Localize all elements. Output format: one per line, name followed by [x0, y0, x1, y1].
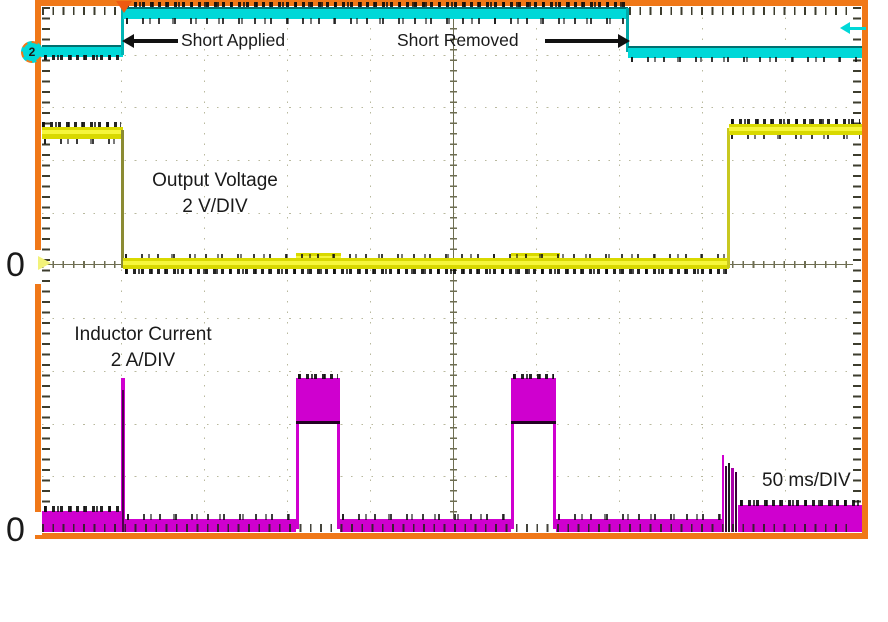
ch2-level-arrow-tail — [848, 27, 866, 30]
il-noise-mid — [342, 514, 509, 520]
vout-trace-high-pre — [42, 127, 123, 139]
il-inrush-spike-core — [122, 390, 124, 532]
output-voltage-label-line1: Output Voltage — [152, 170, 278, 191]
gridline-h3 — [42, 160, 853, 161]
ch2-trace-low-pre — [42, 45, 123, 57]
short-applied-arrowhead-icon — [122, 34, 134, 48]
il-noise-pre — [44, 506, 121, 512]
il-restart-spike-2 — [725, 466, 727, 532]
inductor-current-label: Inductor Current 2 A/DIV — [60, 322, 226, 374]
ch2-falling-edge — [626, 8, 629, 52]
inductor-current-label-line1: Inductor Current — [74, 324, 212, 345]
vout-noise-pre-top — [42, 122, 121, 127]
ch2-rising-edge — [121, 8, 124, 55]
vout-noise-pre-bottom — [44, 139, 121, 144]
voltage-zero-label: 0 — [6, 246, 25, 284]
gridline-h9 — [42, 476, 853, 477]
ch2-trace-low-post — [628, 46, 862, 58]
il-pulse-1-noise — [298, 374, 338, 379]
il-restart-spike-5 — [735, 472, 737, 532]
vout-noise-zero-bottom — [125, 269, 727, 274]
channel-2-pointer-icon — [40, 46, 47, 56]
il-restart-spike-1 — [722, 455, 724, 532]
vout-trace-high-post — [729, 124, 862, 135]
ch2-noise-high-top — [126, 2, 625, 7]
ch2-level-arrow-icon — [840, 22, 850, 34]
short-removed-label: Short Removed — [397, 30, 519, 50]
ch2-noise-pre — [44, 55, 121, 60]
gridline-h8 — [42, 424, 853, 425]
vout-noise-post-top — [731, 119, 860, 124]
ch2-noise-post — [631, 57, 860, 62]
output-voltage-label-line2: 2 V/DIV — [182, 196, 248, 217]
right-edge-ticks — [853, 7, 861, 525]
il-noise-hiccup-1 — [127, 514, 294, 520]
ch2-trace-high — [123, 7, 628, 19]
il-noise-hiccup-2 — [558, 514, 721, 520]
timebase-label: 50 ms/DIV — [762, 470, 851, 491]
il-restart-spike-4 — [731, 468, 734, 532]
gridline-h7 — [42, 371, 853, 372]
il-pulse-1-top-block — [296, 378, 340, 424]
ch2-noise-high-bottom — [126, 18, 625, 24]
il-pulse-2-top-block — [511, 378, 556, 424]
border-gap-bottom — [33, 512, 42, 535]
il-noise-post — [740, 500, 860, 506]
inductor-current-label-line2: 2 A/DIV — [110, 350, 176, 371]
short-applied-label: Short Applied — [181, 30, 286, 50]
gridline-h6 — [42, 318, 853, 319]
gridline-h4 — [42, 213, 853, 214]
vout-rising-edge — [727, 128, 730, 268]
output-voltage-label: Output Voltage 2 V/DIV — [140, 168, 290, 220]
il-restart-spike-3 — [728, 463, 730, 532]
gridline-h2 — [42, 107, 853, 108]
vout-noise-zero-top — [125, 254, 727, 258]
vout-trace-zero — [123, 258, 729, 269]
il-pulse-2-noise — [513, 374, 554, 379]
trigger-position-icon — [116, 1, 132, 13]
border-gap-top — [33, 250, 42, 284]
voltage-zero-marker-icon — [38, 256, 51, 270]
current-zero-label: 0 — [6, 511, 25, 549]
short-removed-arrow-line — [545, 39, 618, 43]
vout-noise-post-bottom — [731, 135, 860, 139]
gridline-h1 — [42, 55, 853, 56]
vout-falling-edge — [121, 130, 124, 268]
short-applied-arrow-line — [134, 39, 178, 43]
bottom-edge-ticks — [42, 524, 853, 532]
short-removed-arrowhead-icon — [618, 34, 630, 48]
